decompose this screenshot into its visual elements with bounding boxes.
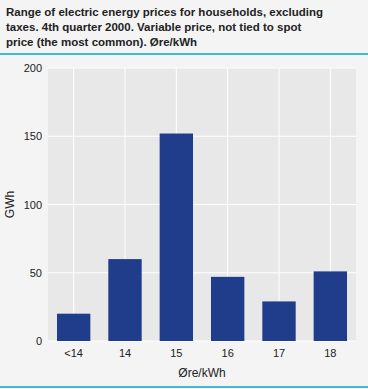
y-tick-label: 50 [30, 267, 42, 279]
grid-line-y [48, 272, 356, 273]
bar [57, 314, 90, 341]
x-axis-label: Øre/kWh [178, 366, 225, 380]
y-axis-label: GWh [3, 191, 17, 218]
background [0, 0, 368, 389]
grid-line-x [279, 68, 280, 341]
bar [108, 259, 141, 341]
title: Range of electric energy prices for hous… [6, 6, 323, 48]
chart: Range of electric energy prices for hous… [0, 0, 368, 389]
grid-line-y [48, 341, 356, 342]
bottom-rule [0, 386, 368, 388]
bars [57, 134, 347, 341]
bar [211, 277, 244, 341]
x-tick-label: 16 [222, 347, 234, 359]
x-tick-label: 14 [119, 347, 131, 359]
x-tick-label: 18 [324, 347, 336, 359]
grid-line-x [73, 68, 74, 341]
y-tick-label: 100 [24, 199, 42, 211]
grid-line-y [48, 68, 356, 69]
x-tick-label: 15 [170, 347, 182, 359]
title-rule [0, 53, 368, 55]
y-tick-label: 0 [36, 335, 42, 347]
bar [262, 301, 295, 341]
plot-area [48, 68, 356, 341]
x-tick-label: <14 [64, 347, 83, 359]
chart-container: Range of electric energy prices for hous… [0, 0, 368, 389]
grid-line-y [48, 204, 356, 205]
bar [160, 134, 193, 341]
y-tick-label: 200 [24, 62, 42, 74]
grid [48, 68, 356, 341]
y-tick-label: 150 [24, 130, 42, 142]
grid-line-y [48, 136, 356, 137]
x-tick-label: 17 [273, 347, 285, 359]
bar [314, 271, 347, 341]
